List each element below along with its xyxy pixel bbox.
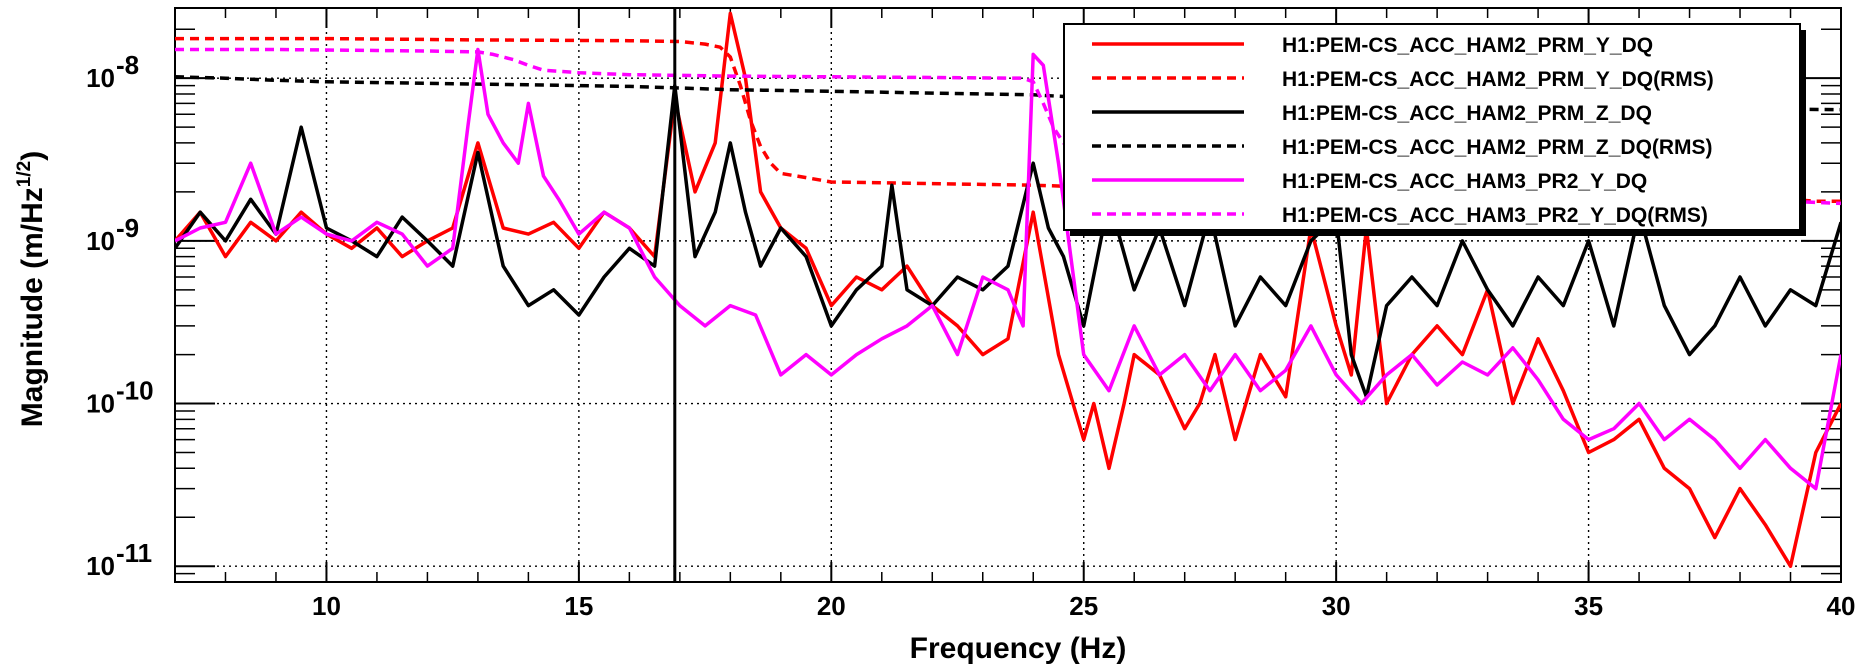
- y-axis-title-close: ): [16, 151, 49, 161]
- legend-label: H1:PEM-CS_ACC_HAM2_PRM_Y_DQ: [1282, 34, 1653, 57]
- y-tick-label-exponent: -8: [116, 50, 139, 80]
- x-tick-labels: 10 15 20 25 30 35 40: [312, 591, 1855, 621]
- x-tick-label: 30: [1322, 591, 1351, 621]
- y-tick-label: 10: [86, 226, 115, 256]
- y-tick-label-exponent: -9: [116, 213, 139, 243]
- x-tick-label: 10: [312, 591, 341, 621]
- x-tick-label: 40: [1827, 591, 1856, 621]
- legend: H1:PEM-CS_ACC_HAM2_PRM_Y_DQ H1:PEM-CS_ACC…: [1063, 23, 1806, 236]
- series-layer: [175, 11, 1841, 568]
- y-tick-label-exponent: -11: [116, 538, 152, 568]
- legend-label: H1:PEM-CS_ACC_HAM2_PRM_Z_DQ(RMS): [1282, 136, 1713, 159]
- plot-frame: [174, 7, 1842, 583]
- legend-label: H1:PEM-CS_ACC_HAM2_PRM_Z_DQ: [1282, 102, 1652, 125]
- y-axis-title-superscript: 1/2: [14, 161, 35, 187]
- y-tick-label: 10: [86, 389, 115, 419]
- series-line: [175, 47, 1841, 491]
- y-tick-label-exponent: -10: [116, 376, 154, 406]
- x-tick-label: 35: [1574, 591, 1603, 621]
- x-axis-title: Frequency (Hz): [910, 632, 1127, 665]
- x-tick-label: 20: [817, 591, 846, 621]
- y-axis-title: Magnitude (m/Hz1/2): [14, 151, 49, 427]
- legend-box: [1063, 23, 1801, 231]
- y-tick-label: 10: [86, 551, 115, 581]
- legend-label: H1:PEM-CS_ACC_HAM3_PR2_Y_DQ(RMS): [1282, 204, 1708, 227]
- x-tick-label: 15: [564, 591, 593, 621]
- legend-label: H1:PEM-CS_ACC_HAM2_PRM_Y_DQ(RMS): [1282, 68, 1714, 91]
- series-line: [175, 11, 1841, 568]
- legend-label: H1:PEM-CS_ACC_HAM3_PR2_Y_DQ: [1282, 170, 1647, 193]
- series-line: [175, 36, 1841, 204]
- x-tick-label: 25: [1069, 591, 1098, 621]
- y-axis-title-main: Magnitude (m/Hz: [16, 187, 49, 427]
- series-line: [175, 83, 1841, 399]
- y-tick-label: 10: [86, 63, 115, 93]
